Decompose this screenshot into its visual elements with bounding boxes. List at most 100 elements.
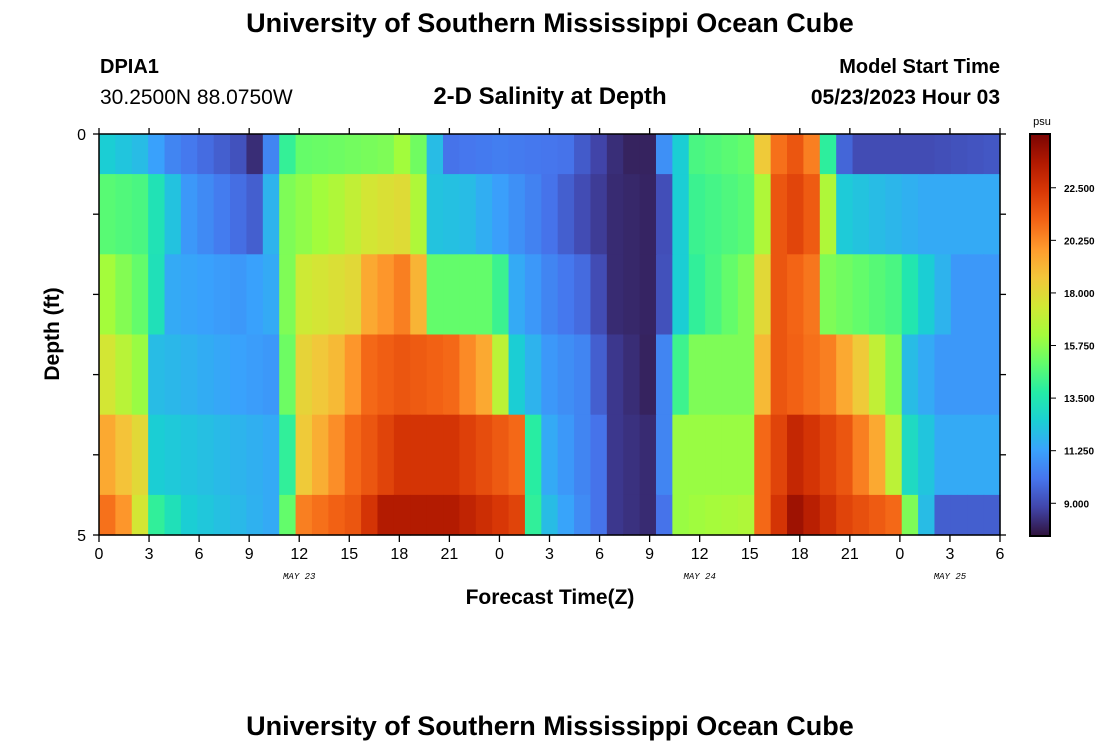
heatmap-cell: [787, 334, 805, 416]
heatmap-cell: [819, 134, 837, 175]
heatmap-cell: [377, 334, 395, 416]
heatmap-cell: [508, 414, 526, 496]
heatmap-cell: [655, 494, 673, 536]
heatmap-cell: [213, 334, 231, 416]
heatmap-cell: [868, 174, 886, 255]
heatmap-cell: [672, 414, 690, 496]
heatmap-cell: [721, 414, 739, 496]
heatmap-cell: [311, 494, 329, 536]
heatmap-cell: [344, 174, 362, 255]
heatmap-cell: [377, 494, 395, 536]
heatmap-cell: [885, 174, 903, 255]
heatmap-cell: [541, 334, 559, 416]
heatmap-cell: [131, 254, 149, 336]
heatmap-cell: [541, 134, 559, 175]
heatmap-cell: [541, 174, 559, 255]
heatmap-cell: [443, 494, 460, 536]
x-tick-label: 12: [691, 546, 709, 563]
heatmap-cell: [770, 134, 788, 175]
heatmap-cell: [754, 494, 772, 536]
heatmap-cell: [950, 494, 968, 536]
heatmap-cell: [295, 134, 313, 175]
heatmap-cell: [180, 414, 198, 496]
colorbar-tick-label: 13.500: [1064, 394, 1095, 405]
heatmap-cell: [606, 174, 624, 255]
heatmap-cell: [705, 174, 723, 255]
heatmap-cell: [99, 494, 116, 536]
heatmap-cell: [361, 174, 379, 255]
heatmap-cell: [295, 254, 313, 336]
heatmap-cell: [623, 494, 641, 536]
heatmap-cell: [230, 334, 248, 416]
heatmap-cell: [475, 174, 493, 255]
heatmap-cell: [934, 134, 952, 175]
heatmap-cell: [721, 494, 739, 536]
heatmap-cell: [688, 254, 706, 336]
heatmap-cell: [361, 254, 379, 336]
heatmap-cell: [361, 134, 379, 175]
heatmap-cell: [246, 174, 264, 255]
x-axis: 0 3 6 9 12 15 18 21 0 3 6 9 12 15 18 21 0 3 6 MAY 23 MAY 24 M…: [95, 128, 1005, 582]
heatmap-cell: [99, 254, 116, 336]
heatmap-cell: [688, 134, 706, 175]
heatmap-cell: [197, 334, 215, 416]
heatmap-cell: [295, 494, 313, 536]
heatmap-cell: [754, 414, 772, 496]
x-tick-label: 6: [195, 546, 204, 563]
heatmap-cell: [819, 254, 837, 336]
heatmap-cell: [705, 414, 723, 496]
heatmap-cell: [934, 494, 952, 536]
heatmap-cell: [655, 134, 673, 175]
heatmap-cell: [262, 494, 280, 536]
heatmap-cell: [623, 414, 641, 496]
heatmap-cell: [639, 174, 657, 255]
heatmap-cell: [819, 414, 837, 496]
heatmap-cell: [950, 334, 968, 416]
heatmap-cell: [492, 174, 510, 255]
heatmap-cell: [967, 134, 985, 175]
heatmap-cell: [328, 134, 346, 175]
heatmap-cell: [443, 174, 460, 255]
heatmap-cell: [213, 494, 231, 536]
heatmap-cell: [230, 494, 248, 536]
heatmap-cell: [148, 254, 166, 336]
x-tick-label: 0: [895, 546, 904, 563]
heatmap-cell: [164, 414, 182, 496]
heatmap-cell: [754, 334, 772, 416]
heatmap-cell: [328, 414, 346, 496]
heatmap-cell: [311, 134, 329, 175]
x-tick-label: 9: [245, 546, 254, 563]
heatmap-cell: [377, 254, 395, 336]
heatmap-cell: [230, 134, 248, 175]
heatmap-cell: [459, 334, 477, 416]
heatmap-cell: [475, 494, 493, 536]
heatmap-cell: [639, 494, 657, 536]
heatmap-cell: [639, 334, 657, 416]
heatmap-cell: [213, 134, 231, 175]
heatmap-cell: [328, 334, 346, 416]
heatmap-cell: [279, 334, 297, 416]
heatmap-cell: [197, 254, 215, 336]
x-tick-label: 21: [440, 546, 458, 563]
heatmap-cell: [295, 174, 313, 255]
heatmap-cell: [197, 414, 215, 496]
heatmap-cell: [148, 334, 166, 416]
x-axis-label: Forecast Time(Z): [466, 586, 635, 609]
heatmap-cell: [426, 334, 444, 416]
heatmap-cell: [918, 414, 936, 496]
heatmap-cell: [901, 134, 919, 175]
heatmap-cell: [639, 134, 657, 175]
heatmap-cell: [279, 254, 297, 336]
heatmap-cell: [672, 334, 690, 416]
heatmap-cell: [148, 134, 166, 175]
heatmap-cell: [672, 134, 690, 175]
heatmap-cell: [623, 134, 641, 175]
heatmap-cell: [803, 134, 821, 175]
heatmap-cell: [803, 254, 821, 336]
heatmap-cell: [655, 334, 673, 416]
heatmap-cells: [99, 134, 1001, 536]
heatmap-cell: [344, 134, 362, 175]
heatmap-cell: [754, 254, 772, 336]
heatmap-cell: [393, 174, 411, 255]
heatmap-cell: [557, 334, 575, 416]
